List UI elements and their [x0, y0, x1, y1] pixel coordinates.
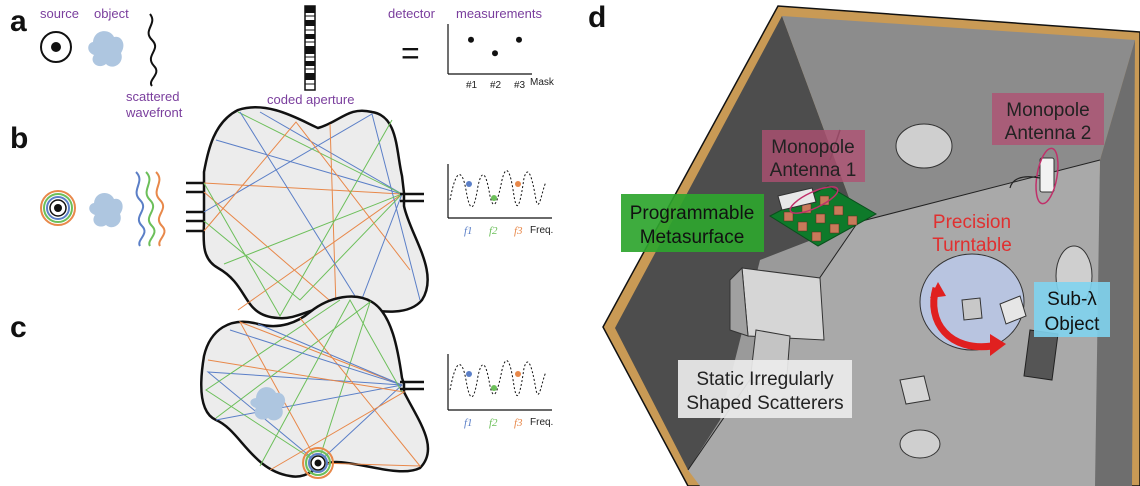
source-rings-icon: [302, 447, 334, 479]
measurements-plot: #1 #2 #3 Mask: [447, 24, 555, 91]
cavity-rays-b: [203, 111, 421, 318]
freq-tick-f2: f2: [489, 225, 498, 237]
scattered-wavefront-icon: [147, 13, 158, 87]
freq-tick-f3: f3: [514, 225, 523, 237]
monopole-antenna-2: [1009, 147, 1059, 205]
detector-label: detector: [388, 6, 436, 21]
panel-d-letter: d: [588, 1, 606, 34]
detector-port-b: [400, 192, 424, 203]
callout-turntable-line1: Precision: [933, 212, 1011, 233]
object-blob-icon: [89, 193, 123, 228]
measurements-label: measurements: [456, 6, 542, 21]
callout-scatterers-line2: Shaped Scatterers: [686, 393, 843, 414]
freq-axis-label: Freq.: [530, 417, 553, 428]
callout-static-scatterers: Static Irregularly Shaped Scatterers: [678, 360, 852, 418]
equals-sign: =: [401, 35, 420, 71]
callout-object-line2: Object: [1045, 314, 1101, 335]
measurement-point: [468, 36, 474, 43]
coded-aperture-icon: [304, 5, 316, 91]
panel-d: d: [588, 1, 1140, 486]
panel-b: b: [10, 106, 553, 320]
callout-monopole-antenna-1: Monopole Antenna 1: [762, 130, 865, 182]
aperture-ports-icon: [186, 181, 204, 233]
measurement-point: [492, 50, 498, 57]
callout-antenna2-line2: Antenna 2: [1005, 123, 1092, 144]
source-icon: [40, 31, 72, 63]
programmable-metasurface: [768, 185, 878, 247]
measurement-point: [516, 36, 522, 43]
panel-c: c: [10, 295, 553, 479]
freq-tick-f1: f1: [464, 225, 473, 237]
freq-tick-f1: f1: [464, 417, 473, 429]
tick-label-3: #3: [514, 80, 526, 91]
object-label: object: [94, 6, 129, 21]
coded-aperture-label: coded aperture: [267, 92, 354, 107]
mask-axis-label: Mask: [530, 77, 555, 88]
multi-frequency-wavefronts-icon: [135, 171, 166, 247]
callout-turntable-line2: Turntable: [932, 235, 1012, 256]
callout-scatterers-line1: Static Irregularly: [696, 369, 834, 390]
callout-metasurface-line2: Metasurface: [640, 227, 745, 248]
tick-label-1: #1: [466, 80, 478, 91]
freq-tick-f2: f2: [489, 417, 498, 429]
panel-b-letter: b: [10, 122, 28, 155]
callout-metasurface-line1: Programmable: [630, 203, 755, 224]
object-blob-icon: [250, 387, 286, 421]
source-label: source: [40, 6, 79, 21]
callout-antenna1-line2: Antenna 1: [770, 160, 857, 181]
detector-port-c: [400, 380, 424, 391]
sub-lambda-object: [999, 295, 1027, 325]
precision-turntable: [919, 253, 1025, 356]
panel-a-letter: a: [10, 5, 27, 38]
cavity-rays-c: [205, 298, 422, 471]
callout-antenna2-line1: Monopole: [1006, 100, 1089, 121]
freq-axis-label: Freq.: [530, 225, 553, 236]
object-blob-icon: [88, 31, 124, 67]
scattered-label: scattered: [126, 89, 179, 104]
panel-a: a source object scattered wavefront code…: [10, 5, 555, 120]
callout-monopole-antenna-2: Monopole Antenna 2: [992, 93, 1104, 145]
source-rings-icon: [40, 190, 76, 226]
callout-precision-turntable: Precision Turntable: [932, 212, 1012, 256]
callout-sub-lambda-object: Sub-λ Object: [1034, 282, 1110, 337]
tick-label-2: #2: [490, 80, 502, 91]
callout-object-line1: Sub-λ: [1047, 289, 1097, 310]
callout-antenna1-line1: Monopole: [771, 137, 854, 158]
cavity-b: [202, 106, 429, 320]
panel-c-letter: c: [10, 311, 27, 344]
freq-tick-f3: f3: [514, 417, 523, 429]
frequency-spectrum-c: f1 f2 f3 Freq.: [447, 354, 553, 429]
wavefront-label: wavefront: [125, 105, 183, 120]
frequency-spectrum-b: f1 f2 f3 Freq.: [447, 164, 553, 237]
callout-programmable-metasurface: Programmable Metasurface: [621, 194, 764, 252]
cavity-c: [200, 295, 430, 478]
